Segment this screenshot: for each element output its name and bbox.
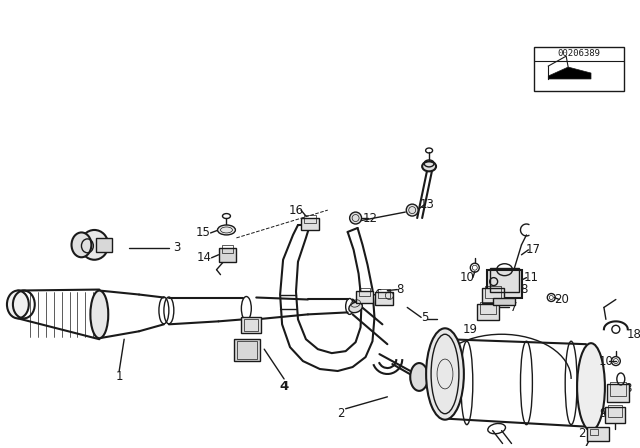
Bar — [587, 426, 609, 440]
Bar — [534, 47, 624, 91]
Text: 10: 10 — [598, 354, 613, 367]
Bar — [607, 384, 628, 402]
Bar — [237, 341, 257, 359]
Text: 8: 8 — [397, 283, 404, 296]
Bar — [244, 319, 259, 331]
Text: 21: 21 — [579, 427, 593, 440]
Bar — [376, 292, 394, 306]
Text: 10: 10 — [460, 271, 474, 284]
Ellipse shape — [577, 343, 605, 431]
Bar — [480, 302, 495, 314]
Text: 19: 19 — [462, 323, 477, 336]
Text: 20: 20 — [554, 293, 569, 306]
Bar — [234, 339, 260, 361]
Polygon shape — [548, 67, 591, 79]
Bar — [301, 218, 319, 230]
Bar — [484, 285, 500, 297]
Text: 17: 17 — [526, 243, 541, 256]
Bar — [358, 288, 371, 296]
Bar — [610, 382, 626, 396]
Bar — [608, 405, 622, 417]
Text: 9: 9 — [599, 407, 607, 420]
Ellipse shape — [90, 291, 108, 338]
Bar — [486, 270, 522, 297]
Text: 8: 8 — [624, 383, 632, 396]
Bar — [493, 297, 515, 306]
Bar — [356, 291, 374, 303]
Text: 14: 14 — [197, 251, 212, 264]
Text: 00206389: 00206389 — [557, 49, 600, 58]
Text: 5: 5 — [421, 311, 429, 324]
Bar — [482, 288, 504, 303]
Ellipse shape — [426, 328, 464, 420]
Text: 4: 4 — [280, 380, 289, 393]
Text: 1: 1 — [115, 370, 123, 383]
Text: 7: 7 — [510, 301, 517, 314]
Bar — [221, 245, 234, 253]
Ellipse shape — [218, 225, 236, 235]
Bar — [490, 268, 520, 292]
Bar — [218, 248, 236, 262]
Text: 18: 18 — [627, 328, 640, 341]
Text: 15: 15 — [195, 226, 210, 239]
Bar — [241, 317, 261, 333]
Ellipse shape — [7, 291, 29, 319]
Bar — [605, 407, 625, 422]
Text: 13: 13 — [420, 198, 435, 211]
Ellipse shape — [422, 161, 436, 171]
Bar — [97, 238, 112, 252]
Ellipse shape — [406, 204, 418, 216]
Bar — [590, 429, 598, 435]
Text: 3: 3 — [173, 241, 180, 254]
Bar — [477, 305, 499, 320]
Ellipse shape — [81, 230, 108, 260]
Text: 2: 2 — [337, 407, 344, 420]
Ellipse shape — [349, 302, 362, 313]
Bar — [378, 289, 390, 297]
Ellipse shape — [72, 233, 92, 257]
Text: 8: 8 — [520, 283, 527, 296]
Text: 16: 16 — [289, 203, 303, 216]
Text: 6: 6 — [374, 288, 381, 301]
Bar — [304, 215, 316, 223]
Ellipse shape — [410, 363, 428, 391]
Ellipse shape — [349, 212, 362, 224]
Text: 12: 12 — [363, 211, 378, 224]
Text: 11: 11 — [524, 271, 539, 284]
